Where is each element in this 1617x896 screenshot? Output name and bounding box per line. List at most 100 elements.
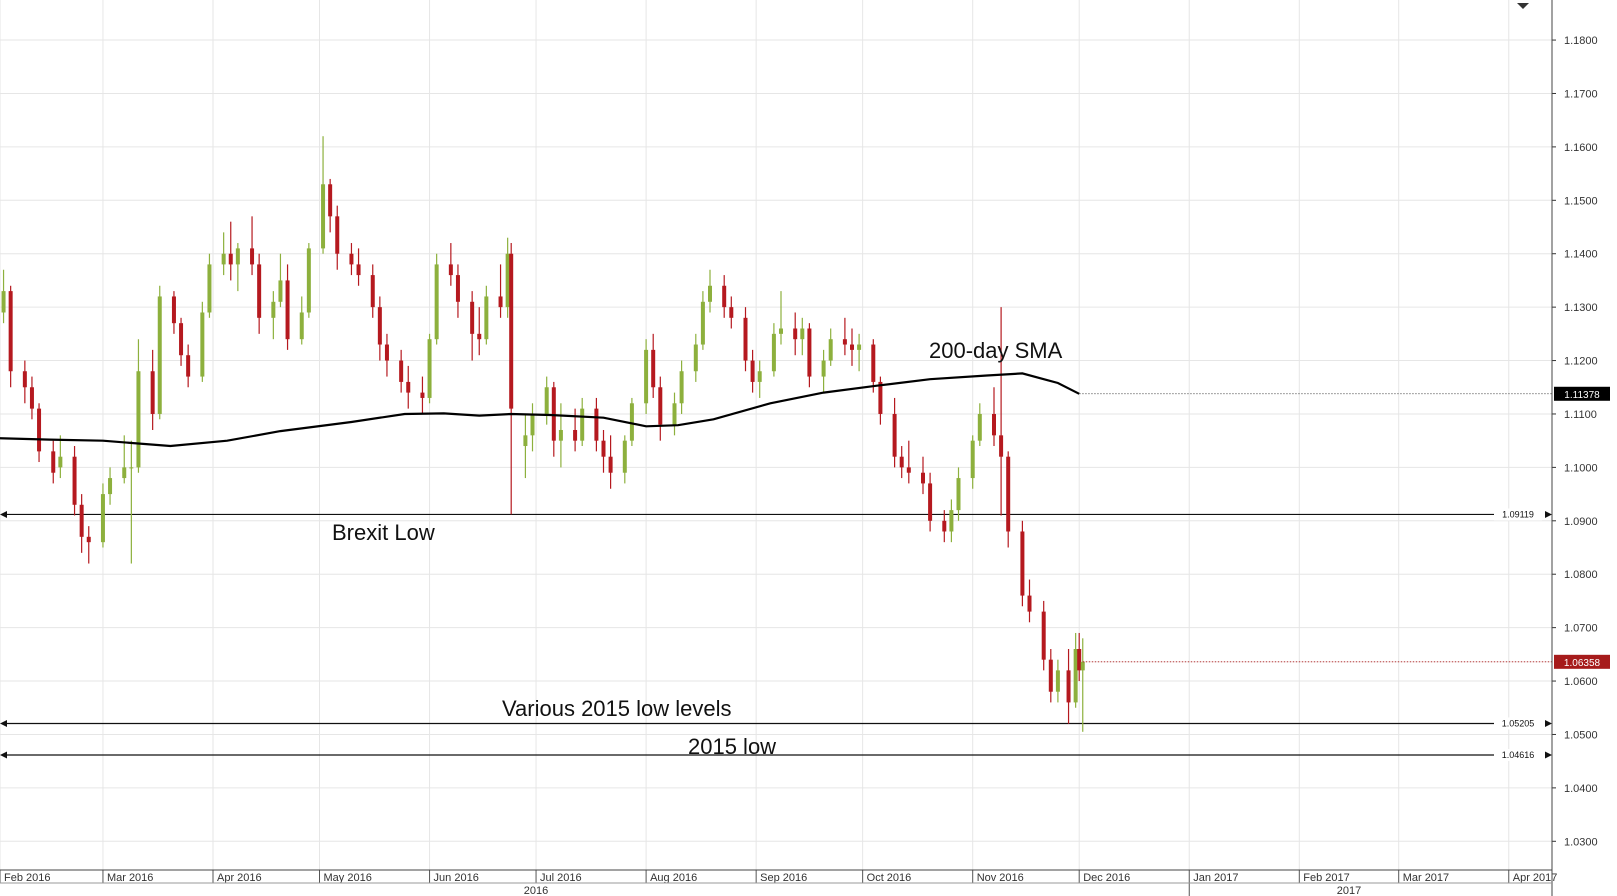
candle-body	[72, 456, 77, 505]
scroll-indicator[interactable]	[1517, 3, 1529, 9]
x-tick-label: Jul 2016	[540, 872, 582, 884]
scroll-down-arrow-icon[interactable]	[1517, 3, 1529, 9]
candle-body	[1027, 595, 1032, 612]
level-right-arrow-icon	[1545, 720, 1552, 728]
candle-body	[949, 510, 954, 532]
candle-body	[150, 371, 155, 414]
candle-body	[828, 339, 833, 361]
candle-body	[1041, 611, 1046, 660]
level-right-arrow-icon	[1545, 751, 1552, 759]
candle-body	[448, 264, 453, 276]
candle-body	[821, 360, 826, 377]
candle-body	[399, 360, 404, 382]
candle-body	[377, 307, 382, 345]
candle-body	[370, 275, 375, 308]
candle-body	[921, 472, 925, 484]
candle-body	[136, 371, 141, 468]
candle-body	[906, 467, 911, 473]
candle-body	[842, 339, 847, 345]
candle-body	[928, 483, 933, 521]
y-tick-label: 1.1300	[1564, 302, 1598, 314]
current-price-tag-bg	[1554, 654, 1610, 669]
candle-body	[573, 429, 578, 441]
level-label-bg	[1494, 717, 1542, 730]
candle-body	[356, 264, 361, 276]
candle-body	[235, 248, 240, 265]
candle-body	[250, 248, 255, 265]
candle-body	[1066, 670, 1071, 703]
sma-line	[0, 372, 1080, 448]
candle-body	[708, 285, 712, 302]
level-label-bg	[1494, 748, 1542, 761]
candle-body	[420, 392, 425, 398]
candle-body	[651, 349, 656, 388]
candle-body	[779, 328, 783, 334]
candle-body	[484, 296, 489, 340]
candle-body	[771, 333, 776, 372]
candle-body	[942, 520, 947, 532]
sma-layer	[0, 372, 1552, 663]
candle-body	[899, 456, 904, 468]
y-tick-label: 1.1800	[1564, 35, 1598, 47]
x-tick-label: Oct 2016	[867, 872, 912, 884]
candle-body	[629, 403, 634, 441]
x-tick-label: Sep 2016	[760, 872, 807, 884]
candle-body	[79, 504, 84, 537]
sma-price-tag: 1.11378	[1564, 390, 1600, 401]
candle-body	[722, 285, 727, 308]
candle-body	[58, 456, 63, 468]
candle-body	[1020, 531, 1025, 596]
y-tick-label: 1.1000	[1564, 462, 1598, 474]
current-price-tag: 1.06358	[1564, 658, 1601, 669]
annotations: 200-day SMA Brexit Low Various 2015 low le…	[332, 338, 1063, 759]
candle-body	[477, 333, 482, 340]
candle-body	[37, 408, 42, 452]
candle-body	[594, 408, 599, 441]
candle-body	[384, 344, 389, 361]
candle-body	[8, 291, 13, 372]
candle-body	[850, 344, 854, 350]
candle-body	[1055, 670, 1060, 692]
sma-price-tag-bg	[1554, 386, 1610, 401]
candle-body	[757, 371, 762, 382]
candle-body	[871, 344, 876, 382]
candle-body	[530, 413, 535, 436]
candle-body	[878, 381, 883, 414]
candle-body	[1080, 661, 1085, 671]
price-tags: 1.11378 1.06358	[1554, 386, 1610, 669]
x-tick-label: Nov 2016	[977, 872, 1024, 884]
level-left-arrow-icon	[0, 751, 7, 759]
horizontal-levels: 1.09119 1.05205 1.04616	[0, 508, 1552, 761]
sma-annotation: 200-day SMA	[929, 338, 1063, 363]
candle-body	[51, 451, 56, 473]
candle-body	[523, 435, 528, 447]
candle-body	[729, 307, 734, 318]
candle-body	[406, 381, 411, 393]
candle-body	[1077, 648, 1082, 671]
x-tick-label: Jan 2017	[1193, 872, 1238, 884]
candle-body	[700, 301, 705, 345]
candle-body	[207, 264, 212, 313]
candle-body	[1048, 659, 1053, 692]
x-tick-label: Dec 2016	[1083, 872, 1130, 884]
candle-body	[544, 387, 549, 414]
x-tick-label: May 2016	[324, 872, 372, 884]
candle-body	[427, 339, 432, 398]
candle-body	[171, 296, 176, 324]
low-2015-annotation: 2015 low	[688, 734, 776, 759]
level-right-arrow-icon	[1545, 510, 1552, 518]
candle-body	[622, 440, 627, 473]
candle-body	[100, 494, 105, 543]
candle-body	[108, 478, 113, 495]
candle-body	[129, 467, 134, 469]
candle-body	[179, 323, 184, 356]
x-tick-label: Feb 2016	[4, 872, 50, 884]
y-tick-label: 1.0800	[1564, 569, 1598, 581]
level-label-bg	[1494, 508, 1542, 521]
candle-body	[86, 536, 91, 543]
candle-body	[558, 429, 563, 441]
candle-body	[321, 184, 326, 249]
candle-body	[672, 403, 677, 425]
candle-body	[608, 456, 613, 473]
candle-body	[29, 387, 34, 409]
